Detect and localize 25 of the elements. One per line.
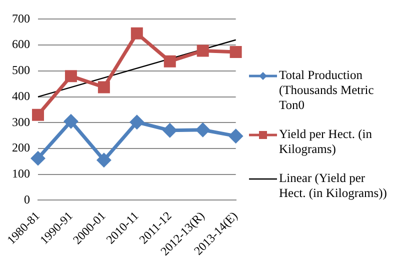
y-tick-label: 700 xyxy=(12,11,30,26)
point xyxy=(229,129,243,143)
point xyxy=(98,81,110,94)
point xyxy=(196,44,209,57)
y-tick-label: 200 xyxy=(12,140,30,155)
point xyxy=(64,70,77,82)
point xyxy=(164,55,176,68)
point xyxy=(31,152,45,166)
point xyxy=(230,46,242,58)
legend-label: Linear (Yield per Hect. (in Kilograms)) xyxy=(279,170,388,200)
y-tick-label: 0 xyxy=(24,192,30,206)
point xyxy=(196,123,210,137)
y-tick-label: 600 xyxy=(12,37,30,52)
point xyxy=(163,124,177,138)
y-tick-label: 300 xyxy=(12,114,30,129)
point xyxy=(130,115,144,129)
point xyxy=(130,27,143,40)
point xyxy=(97,153,111,167)
point xyxy=(32,108,44,121)
legend-label: Total Production (Thousands Metric Ton0 xyxy=(279,68,375,112)
legend-label: Yield per Hect. (in Kilograms) xyxy=(279,126,374,156)
y-tick-label: 400 xyxy=(12,88,30,103)
point xyxy=(64,114,78,128)
y-tick-label: 100 xyxy=(12,166,30,181)
y-tick-label: 500 xyxy=(12,63,30,78)
